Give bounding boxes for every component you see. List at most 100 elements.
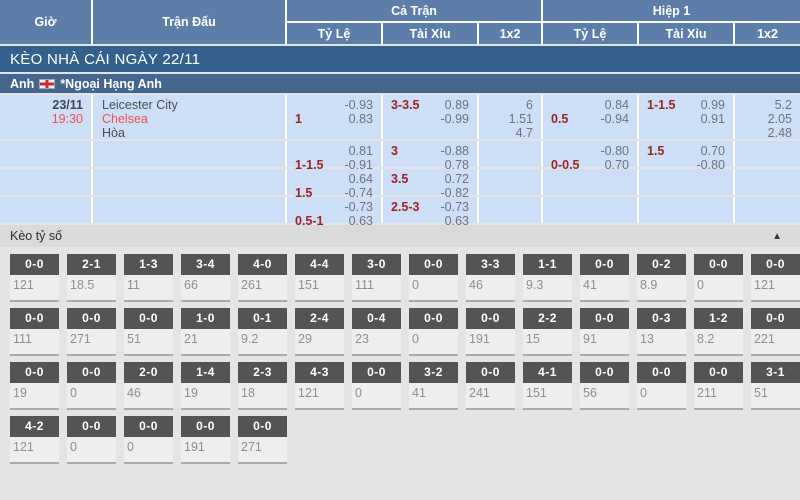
- score-odds-cell[interactable]: 0-0 51: [124, 308, 173, 356]
- odds-cell-h1-handicap[interactable]: [543, 169, 637, 195]
- score-odds-cell[interactable]: 4-0 261: [238, 254, 287, 302]
- odds-value: 2.05: [767, 112, 792, 126]
- score-odds-cell[interactable]: 1-1 9.3: [523, 254, 572, 302]
- score-odds-cell[interactable]: 0-0 271: [67, 308, 116, 356]
- score-odds-cell[interactable]: 1-2 8.2: [694, 308, 743, 356]
- odds-cell-ft-handicap[interactable]: -0.73 0.5-1 0.63: [287, 197, 381, 228]
- collapse-arrow-icon[interactable]: ▲: [772, 230, 782, 242]
- score-odds-cell[interactable]: 0-0 0: [409, 254, 458, 302]
- score-odds-value: 121: [10, 437, 59, 464]
- odds-line: 3.5 0.72: [383, 172, 477, 186]
- odds-cell-h1-1x2[interactable]: [735, 141, 800, 167]
- score-odds-cell[interactable]: 0-0 121: [751, 254, 800, 302]
- odds-value: 0.64: [348, 172, 373, 186]
- odds-cell-h1-1x2[interactable]: [735, 197, 800, 223]
- score-odds-cell[interactable]: 0-0 0: [637, 362, 686, 410]
- score-odds-cell[interactable]: 0-0 121: [10, 254, 59, 302]
- odds-cell-ft-1x2[interactable]: [479, 169, 541, 195]
- score-odds-cell[interactable]: 4-4 151: [295, 254, 344, 302]
- match-time-cell: [0, 197, 91, 223]
- score-odds-cell[interactable]: 3-3 46: [466, 254, 515, 302]
- odds-value: 0.72: [444, 172, 469, 186]
- score-odds-cell[interactable]: 0-3 13: [637, 308, 686, 356]
- score-label: 2-4: [295, 308, 344, 329]
- score-label: 0-0: [352, 362, 401, 383]
- score-odds-cell[interactable]: 0-2 8.9: [637, 254, 686, 302]
- col-header-firsthalf: Hiệp 1: [543, 0, 800, 21]
- odds-line: 1.5 0.70: [639, 144, 733, 158]
- score-odds-cell[interactable]: 0-0 241: [466, 362, 515, 410]
- score-odds-value: 151: [295, 275, 344, 302]
- score-odds-cell[interactable]: 0-0 211: [694, 362, 743, 410]
- score-odds-cell[interactable]: 1-0 21: [181, 308, 230, 356]
- odds-cell-h1-handicap[interactable]: -0.80 0-0.5 0.70: [543, 141, 637, 172]
- odds-line: 3-3.5 0.89: [383, 98, 477, 112]
- odds-cell-h1-1x2[interactable]: [735, 169, 800, 195]
- score-odds-cell[interactable]: 0-0 0: [67, 416, 116, 464]
- score-odds-cell[interactable]: 2-2 15: [523, 308, 572, 356]
- score-odds-cell[interactable]: 2-4 29: [295, 308, 344, 356]
- score-label: 1-1: [523, 254, 572, 275]
- score-odds-cell[interactable]: 2-1 18.5: [67, 254, 116, 302]
- score-odds-cell[interactable]: 0-0 0: [124, 416, 173, 464]
- score-odds-cell[interactable]: 0-0 271: [238, 416, 287, 464]
- odds-row: -0.73 0.5-1 0.63 2.5-3 -0.73 0.63: [0, 197, 800, 228]
- odds-cell-h1-overunder[interactable]: [639, 197, 733, 223]
- score-odds-cell[interactable]: 0-0 56: [580, 362, 629, 410]
- score-odds-cell[interactable]: 0-0 0: [694, 254, 743, 302]
- score-label: 0-0: [409, 254, 458, 275]
- odds-cell-ft-handicap[interactable]: -0.93 1 0.83: [287, 95, 381, 139]
- score-odds-value: 18: [238, 383, 287, 410]
- score-odds-cell[interactable]: 0-0 0: [352, 362, 401, 410]
- odds-cell-ft-handicap[interactable]: 0.81 1-1.5 -0.91: [287, 141, 381, 172]
- odds-cell-ft-overunder[interactable]: 3 -0.88 0.78: [383, 141, 477, 172]
- score-odds-cell[interactable]: 2-0 46: [124, 362, 173, 410]
- col-header-h1-overunder: Tài Xỉu: [639, 23, 733, 44]
- score-odds-cell[interactable]: 3-4 66: [181, 254, 230, 302]
- score-odds-cell[interactable]: 2-3 18: [238, 362, 287, 410]
- score-odds-value: 0: [409, 275, 458, 302]
- score-odds-cell[interactable]: 0-0 41: [580, 254, 629, 302]
- score-odds-cell[interactable]: 3-1 51: [751, 362, 800, 410]
- odds-cell-ft-1x2[interactable]: [479, 141, 541, 167]
- odds-cell-h1-handicap[interactable]: 0.84 0.5 -0.94: [543, 95, 637, 139]
- score-odds-cell[interactable]: 0-0 91: [580, 308, 629, 356]
- odds-cell-h1-overunder[interactable]: 1.5 0.70 -0.80: [639, 141, 733, 172]
- odds-cell-ft-1x2[interactable]: 6 1.51 4.7: [479, 95, 541, 140]
- score-odds-cell[interactable]: 0-0 0: [67, 362, 116, 410]
- score-odds-cell[interactable]: 1-4 19: [181, 362, 230, 410]
- odds-line: 3 -0.88: [383, 144, 477, 158]
- score-odds-cell[interactable]: 0-0 111: [10, 308, 59, 356]
- odds-cell-ft-1x2[interactable]: [479, 197, 541, 223]
- score-odds-cell[interactable]: 0-4 23: [352, 308, 401, 356]
- score-odds-cell[interactable]: 4-3 121: [295, 362, 344, 410]
- score-odds-cell[interactable]: 0-0 221: [751, 308, 800, 356]
- score-odds-cell[interactable]: 0-0 0: [409, 308, 458, 356]
- odds-cell-ft-overunder[interactable]: 3-3.5 0.89 -0.99: [383, 95, 477, 139]
- odds-cell-ft-overunder[interactable]: 2.5-3 -0.73 0.63: [383, 197, 477, 228]
- odds-line: 0.84: [543, 98, 637, 112]
- score-odds-cell[interactable]: 3-0 111: [352, 254, 401, 302]
- score-label: 0-0: [694, 254, 743, 275]
- odds-cell-h1-1x2[interactable]: 5.2 2.05 2.48: [735, 95, 800, 140]
- score-odds-cell[interactable]: 1-3 11: [124, 254, 173, 302]
- odds-cell-ft-handicap[interactable]: 0.64 1.5 -0.74: [287, 169, 381, 200]
- score-odds-value: 121: [751, 275, 800, 302]
- odds-cell-ft-overunder[interactable]: 3.5 0.72 -0.82: [383, 169, 477, 200]
- odds-cell-h1-overunder[interactable]: [639, 169, 733, 195]
- score-odds-cell[interactable]: 3-2 41: [409, 362, 458, 410]
- score-odds-cell[interactable]: 0-0 191: [181, 416, 230, 464]
- score-odds-cell[interactable]: 0-1 9.2: [238, 308, 287, 356]
- score-odds-cell[interactable]: 4-2 121: [10, 416, 59, 464]
- score-label: 4-1: [523, 362, 572, 383]
- odds-line: 0.63: [383, 214, 477, 228]
- score-odds-value: 111: [10, 329, 59, 356]
- odds-cell-h1-handicap[interactable]: [543, 197, 637, 223]
- score-label: 3-1: [751, 362, 800, 383]
- score-odds-cell[interactable]: 4-1 151: [523, 362, 572, 410]
- odds-cell-h1-overunder[interactable]: 1-1.5 0.99 0.91: [639, 95, 733, 139]
- score-odds-value: 0: [637, 383, 686, 410]
- score-odds-cell[interactable]: 0-0 191: [466, 308, 515, 356]
- score-odds-value: 261: [238, 275, 287, 302]
- score-odds-cell[interactable]: 0-0 19: [10, 362, 59, 410]
